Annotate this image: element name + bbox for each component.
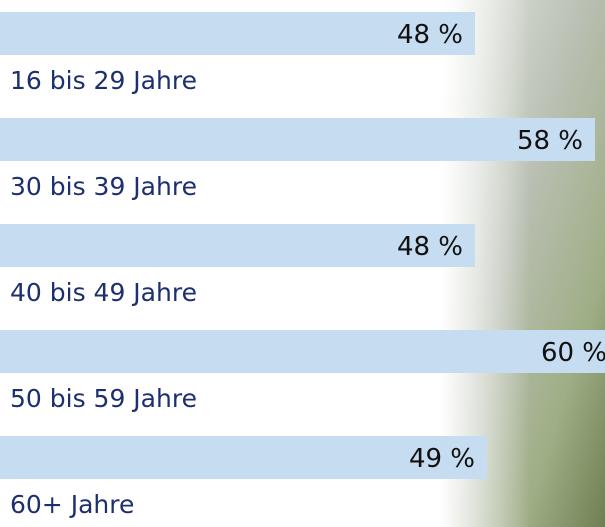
- bar: [0, 118, 595, 161]
- category-label: 30 bis 39 Jahre: [10, 172, 197, 201]
- category-label: 50 bis 59 Jahre: [10, 384, 197, 413]
- category-label: 40 bis 49 Jahre: [10, 278, 197, 307]
- chart: 48 % 16 bis 29 Jahre 58 % 30 bis 39 Jahre 48…: [0, 0, 605, 527]
- value-label: 48 %: [397, 232, 463, 262]
- category-label: 60+ Jahre: [10, 490, 134, 519]
- category-label: 16 bis 29 Jahre: [10, 66, 197, 95]
- bar: [0, 330, 605, 373]
- value-label: 49 %: [409, 444, 475, 474]
- value-label: 48 %: [397, 20, 463, 50]
- value-label: 60 %: [541, 338, 605, 368]
- value-label: 58 %: [517, 126, 583, 156]
